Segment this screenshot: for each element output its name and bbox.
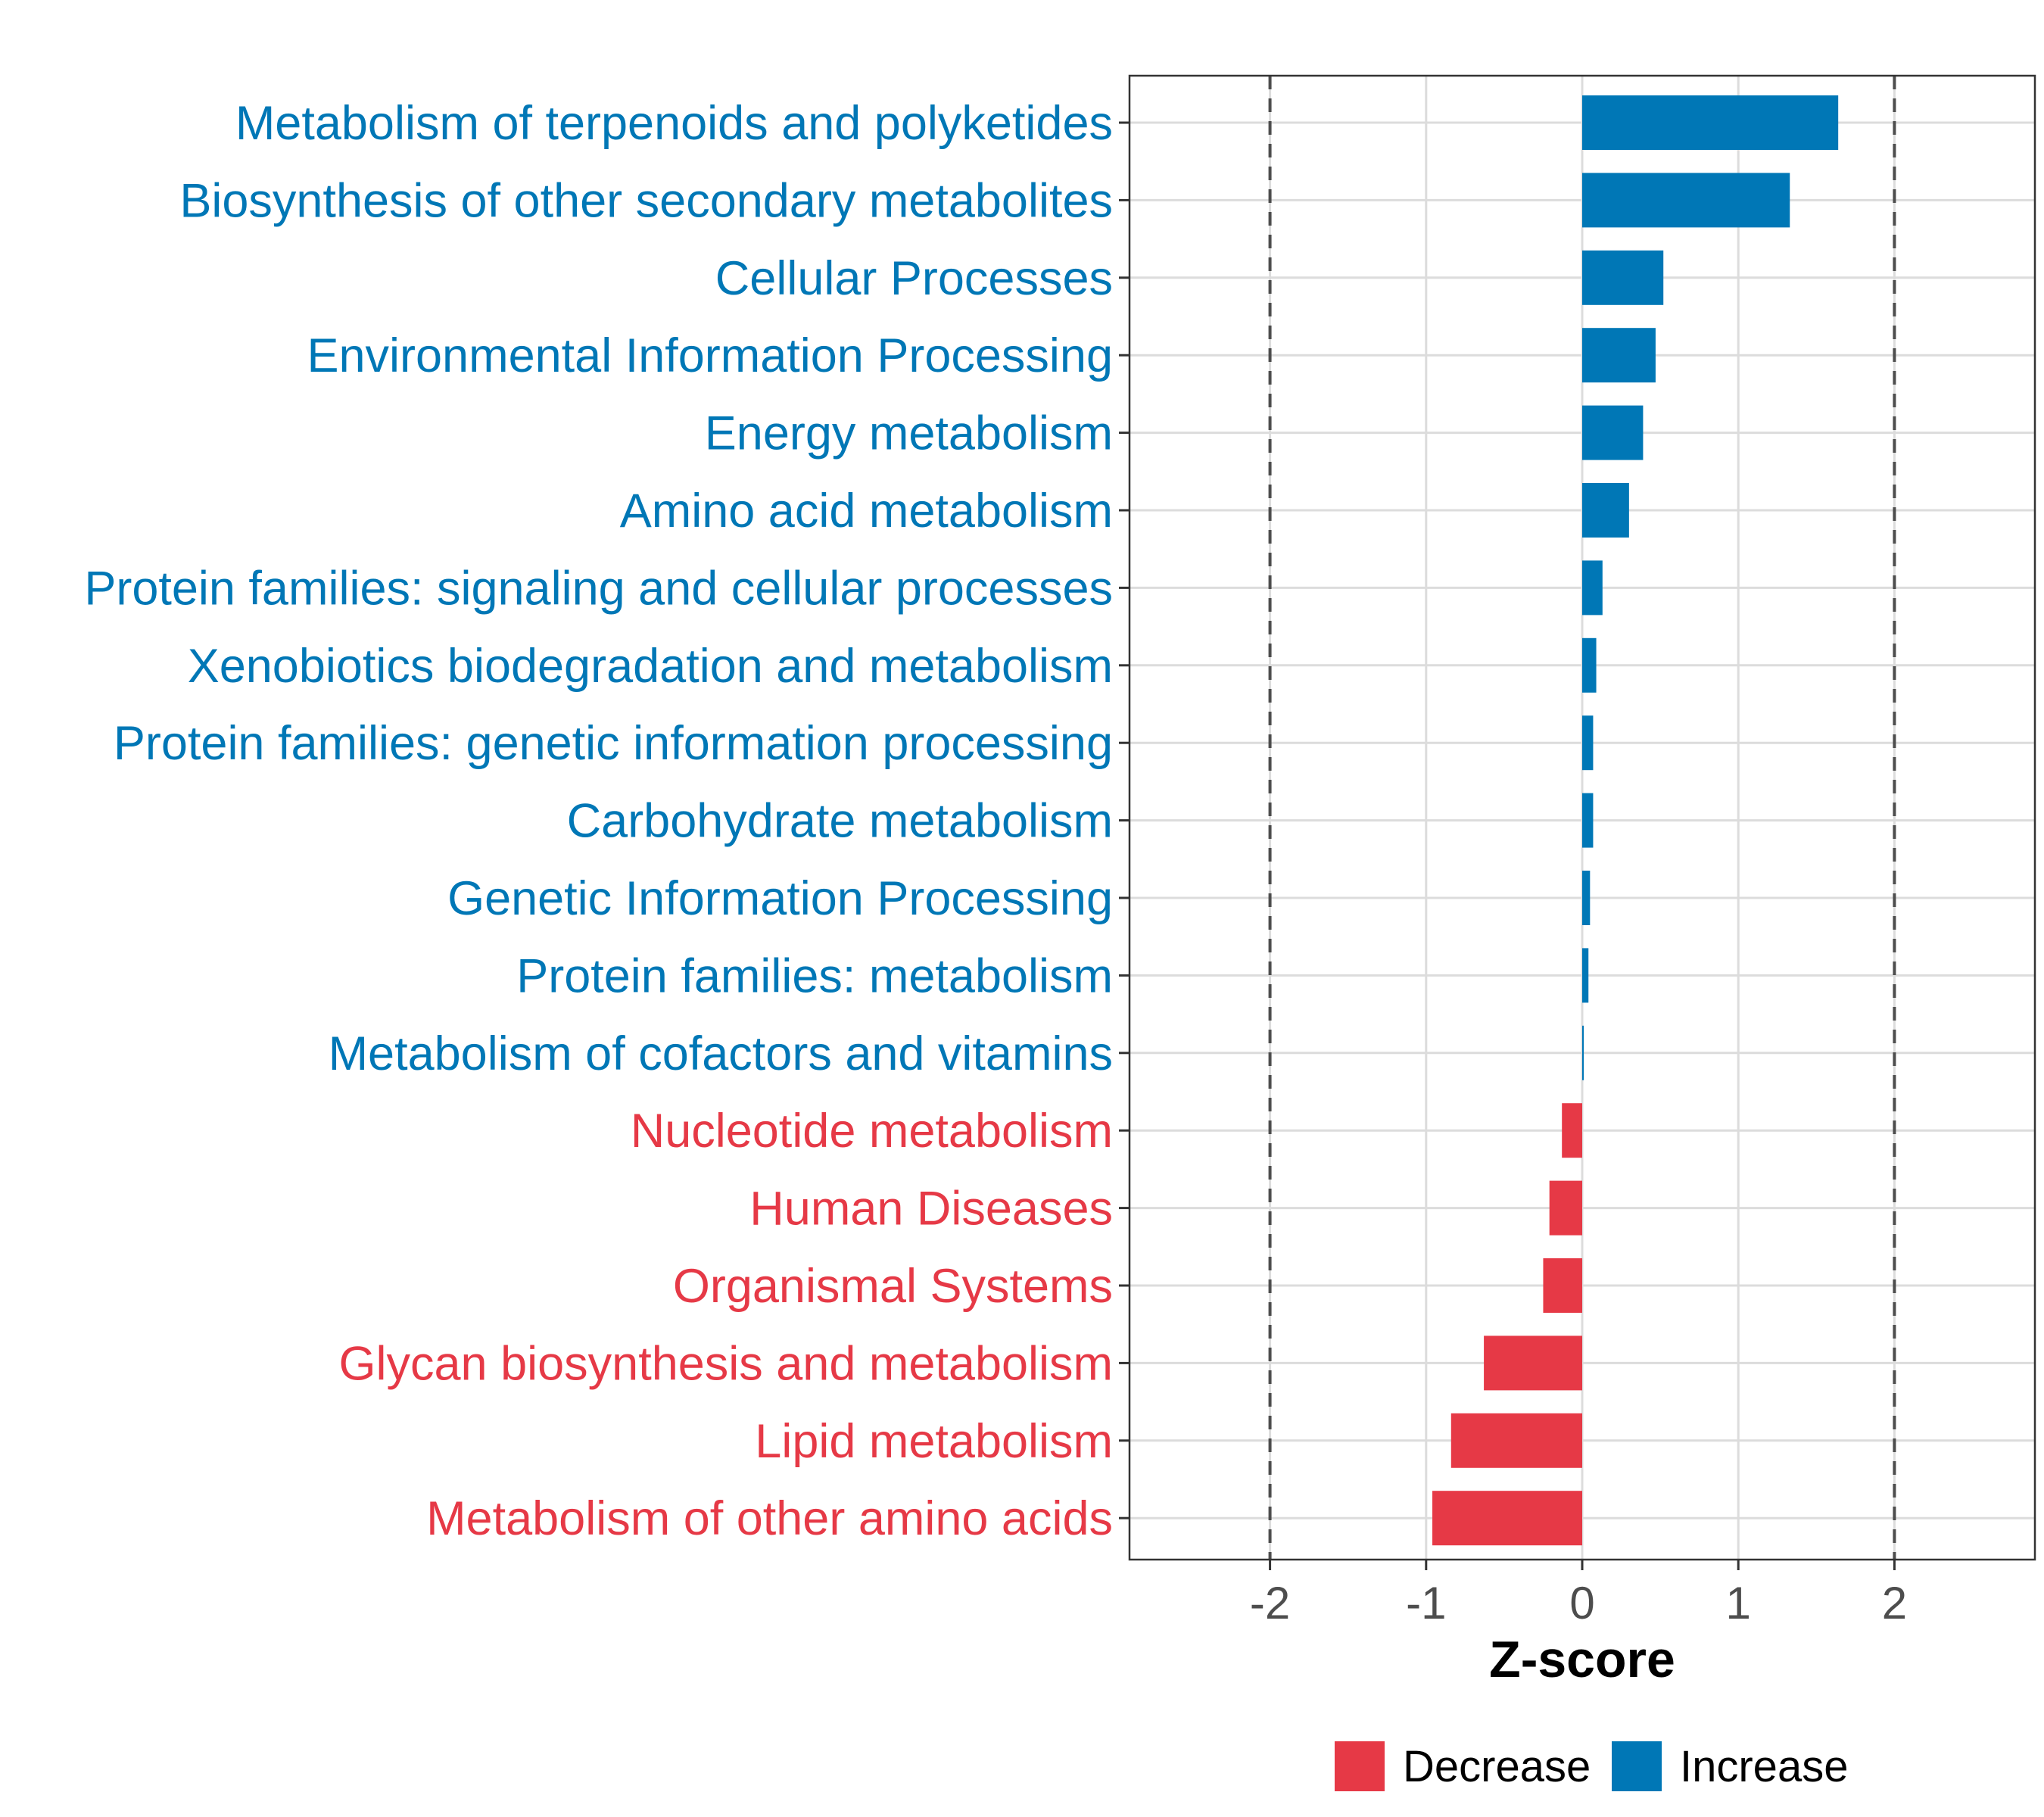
x-tick-label: 0	[1569, 1578, 1594, 1628]
category-labels: Metabolism of terpenoids and polyketides…	[84, 97, 1113, 1545]
bar-3	[1582, 328, 1656, 383]
x-tick-label: 2	[1882, 1578, 1907, 1628]
category-label: Glycan biosynthesis and metabolism	[339, 1337, 1114, 1390]
bar-17	[1450, 1413, 1582, 1468]
category-label: Lipid metabolism	[755, 1415, 1113, 1468]
category-label: Cellular Processes	[715, 252, 1113, 305]
category-label: Nucleotide metabolism	[631, 1105, 1113, 1158]
bar-10	[1582, 871, 1591, 925]
category-label: Carbohydrate metabolism	[567, 795, 1113, 848]
bar-13	[1562, 1103, 1582, 1158]
category-label: Metabolism of terpenoids and polyketides	[235, 97, 1113, 150]
bar-16	[1484, 1335, 1582, 1391]
x-tick-label: 1	[1726, 1578, 1751, 1628]
bar-9	[1582, 793, 1594, 848]
bar-7	[1582, 637, 1597, 693]
category-label: Genetic Information Processing	[447, 872, 1113, 925]
bar-18	[1432, 1491, 1582, 1546]
category-label: Protein families: signaling and cellular…	[84, 562, 1113, 615]
legend: Decrease Increase	[1335, 1741, 1848, 1791]
category-label: Metabolism of other amino acids	[426, 1492, 1113, 1545]
x-axis: -2 -1 0 1 2	[1250, 1560, 1907, 1628]
category-label: Energy metabolism	[705, 407, 1113, 460]
bar-14	[1549, 1180, 1582, 1236]
x-tick-label: -2	[1250, 1578, 1290, 1628]
category-label: Xenobiotics biodegradation and metabolis…	[188, 640, 1113, 693]
category-label: Amino acid metabolism	[620, 485, 1113, 538]
bar-0	[1582, 95, 1839, 150]
bar-5	[1582, 483, 1629, 538]
bar-1	[1582, 173, 1790, 228]
y-axis-ticks	[1119, 121, 1129, 1519]
legend-label-increase: Increase	[1680, 1742, 1848, 1791]
x-tick-label: -1	[1406, 1578, 1446, 1628]
bar-8	[1582, 715, 1594, 771]
legend-label-decrease: Decrease	[1403, 1742, 1591, 1791]
category-label: Protein families: genetic information pr…	[114, 717, 1113, 770]
category-label: Environmental Information Processing	[307, 329, 1113, 382]
bar-15	[1543, 1258, 1582, 1313]
bar-11	[1582, 948, 1589, 1003]
bar-6	[1582, 560, 1603, 616]
category-label: Biosynthesis of other secondary metaboli…	[179, 174, 1113, 227]
reference-lines	[1268, 76, 1896, 1560]
bar-12	[1582, 1025, 1584, 1080]
legend-swatch-decrease	[1335, 1741, 1385, 1791]
category-label: Metabolism of cofactors and vitamins	[329, 1027, 1113, 1080]
bar-4	[1582, 405, 1644, 460]
bar-2	[1582, 250, 1664, 305]
category-label: Human Diseases	[749, 1183, 1113, 1236]
x-axis-title: Z-score	[1489, 1631, 1675, 1688]
legend-swatch-increase	[1612, 1741, 1662, 1791]
category-label: Protein families: metabolism	[516, 949, 1113, 1002]
bars	[1432, 95, 1839, 1546]
category-label: Organismal Systems	[673, 1260, 1113, 1313]
